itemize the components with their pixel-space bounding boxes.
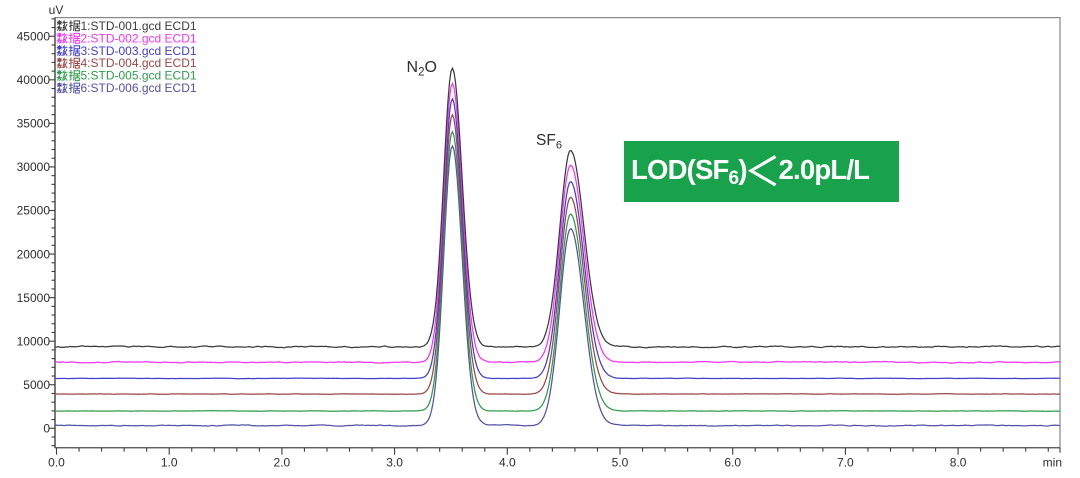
svg-text:45000: 45000 <box>17 30 51 44</box>
svg-text:2:STD-002.gcd ECD1: 2:STD-002.gcd ECD1 <box>81 31 197 45</box>
svg-text:1:STD-001.gcd ECD1: 1:STD-001.gcd ECD1 <box>81 19 197 33</box>
svg-text:5:STD-005.gcd ECD1: 5:STD-005.gcd ECD1 <box>81 69 197 83</box>
svg-text:3.0: 3.0 <box>386 456 403 470</box>
svg-text:8.0: 8.0 <box>950 456 967 470</box>
svg-text:7.0: 7.0 <box>837 456 854 470</box>
svg-text:0: 0 <box>43 422 50 436</box>
svg-text:LOD(SF6): LOD(SF6) <box>631 154 747 189</box>
svg-text:2.0: 2.0 <box>274 456 291 470</box>
svg-text:N2O: N2O <box>407 59 437 79</box>
svg-text:1.0: 1.0 <box>161 456 178 470</box>
svg-text:4:STD-004.gcd ECD1: 4:STD-004.gcd ECD1 <box>81 56 197 70</box>
svg-text:5000: 5000 <box>23 378 50 392</box>
svg-text:10000: 10000 <box>17 334 51 348</box>
svg-text:6:STD-006.gcd ECD1: 6:STD-006.gcd ECD1 <box>81 81 197 95</box>
svg-text:4.0: 4.0 <box>499 456 516 470</box>
svg-text:35000: 35000 <box>17 117 51 131</box>
svg-text:20000: 20000 <box>17 247 51 261</box>
svg-text:25000: 25000 <box>17 204 51 218</box>
svg-text:2.0pL/L: 2.0pL/L <box>779 154 870 185</box>
svg-text:SF6: SF6 <box>536 132 562 152</box>
svg-text:uV: uV <box>49 3 64 17</box>
svg-text:3:STD-003.gcd ECD1: 3:STD-003.gcd ECD1 <box>81 44 197 58</box>
svg-text:min: min <box>1043 456 1062 470</box>
svg-text:6.0: 6.0 <box>724 456 741 470</box>
svg-text:0.0: 0.0 <box>48 456 65 470</box>
svg-text:5.0: 5.0 <box>612 456 629 470</box>
svg-text:40000: 40000 <box>17 73 51 87</box>
svg-text:15000: 15000 <box>17 291 51 305</box>
svg-text:30000: 30000 <box>17 160 51 174</box>
